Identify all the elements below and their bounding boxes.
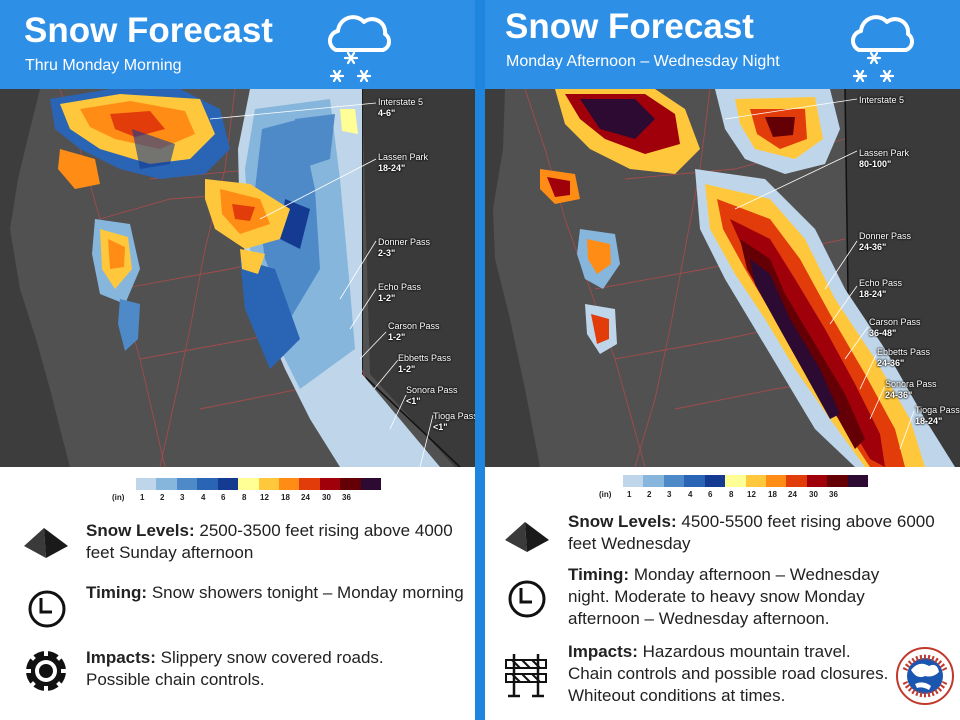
snow-levels-label: Snow Levels: — [86, 521, 195, 540]
legend-tick: 6 — [221, 493, 226, 502]
legend-tick: 6 — [708, 490, 713, 499]
legend-tick: 18 — [281, 493, 290, 502]
right-impacts: Impacts: Hazardous mountain travel. Chai… — [568, 641, 898, 707]
right-legend-ticks: (in) 1 2 3 4 6 8 12 18 24 30 36 — [595, 490, 875, 504]
clock-icon — [28, 590, 66, 628]
mountain-pyramid-icon — [24, 528, 68, 558]
left-subtitle: Thru Monday Morning — [25, 57, 182, 74]
left-snow-map[interactable]: Interstate 5 4-6" Lassen Park 18-24" Donne… — [0, 89, 475, 467]
right-legend-color-bar — [623, 475, 869, 487]
left-map-graphic — [0, 89, 475, 467]
legend-tick: 30 — [809, 490, 818, 499]
right-title: Snow Forecast — [505, 7, 754, 46]
legend-tick: 24 — [301, 493, 310, 502]
legend-tick: 1 — [627, 490, 632, 499]
snow-levels-text: 2500-3500 feet rising above 4000 feet Su… — [86, 521, 453, 562]
legend-tick: 3 — [180, 493, 185, 502]
legend-tick: 3 — [667, 490, 672, 499]
label-sonora-pass: Sonora Pass 24-36" — [885, 379, 937, 400]
right-snow-map[interactable]: Interstate 5 Lassen Park 80-100" Donner P… — [485, 89, 960, 467]
snow-levels-text: 4500-5500 feet rising above 6000 feet We… — [568, 512, 935, 553]
timing-text: Snow showers tonight – Monday morning — [151, 583, 464, 602]
timing-label: Timing: — [86, 583, 148, 602]
right-snow-levels: Snow Levels: 4500-5500 feet rising above… — [568, 511, 948, 555]
right-map-graphic — [485, 89, 960, 467]
road-barrier-icon — [505, 654, 547, 698]
snow-cloud-icon — [327, 15, 391, 82]
impacts-label: Impacts: — [568, 642, 638, 661]
left-legend-color-bar — [136, 478, 382, 490]
left-title: Snow Forecast — [24, 11, 273, 50]
label-interstate-5: Interstate 5 4-6" — [378, 97, 424, 118]
legend-tick: 24 — [788, 490, 797, 499]
label-tioga-pass: Tioga Pass 18-24" — [915, 405, 960, 426]
impacts-text: Slippery snow covered roads. Possible ch… — [86, 648, 384, 689]
left-snow-legend: (in) 1 2 3 4 6 8 12 18 24 30 36 — [108, 478, 383, 512]
timing-text: Monday afternoon – Wednesday night. Mode… — [568, 565, 880, 628]
label-donner-pass: Donner Pass 2-3" — [378, 237, 431, 258]
label-tioga-pass: Tioga Pass <1" — [433, 411, 475, 432]
legend-tick: 4 — [688, 490, 693, 499]
right-subtitle: Monday Afternoon – Wednesday Night — [506, 53, 780, 70]
tire-chain-icon — [26, 651, 66, 691]
legend-tick: 1 — [140, 493, 145, 502]
left-impacts: Impacts: Slippery snow covered roads. Po… — [86, 647, 386, 691]
label-echo-pass: Echo Pass 1-2" — [378, 282, 422, 303]
right-forecast-panel: Snow Forecast Monday Afternoon – Wednesd… — [485, 0, 960, 720]
left-timing: Timing: Snow showers tonight – Monday mo… — [86, 582, 466, 604]
left-legend-ticks: (in) 1 2 3 4 6 8 12 18 24 30 36 — [108, 493, 388, 507]
left-header: Snow Forecast Thru Monday Morning — [0, 0, 475, 89]
right-header: Snow Forecast Monday Afternoon – Wednesd… — [485, 0, 960, 89]
label-lassen-park: Lassen Park 18-24" — [378, 152, 429, 173]
legend-tick: 12 — [260, 493, 269, 502]
clock-icon — [508, 580, 546, 618]
panel-divider — [475, 0, 485, 720]
snow-cloud-icon — [850, 15, 914, 82]
label-interstate-5: Interstate 5 — [859, 95, 905, 105]
label-ebbetts-pass: Ebbetts Pass 1-2" — [398, 353, 452, 374]
legend-unit: (in) — [599, 490, 612, 499]
timing-label: Timing: — [568, 565, 630, 584]
impacts-text: Hazardous mountain travel. Chain control… — [568, 642, 889, 705]
legend-tick: 36 — [829, 490, 838, 499]
legend-tick: 4 — [201, 493, 206, 502]
legend-tick: 2 — [647, 490, 652, 499]
label-lassen-park: Lassen Park 80-100" — [859, 148, 910, 169]
right-timing: Timing: Monday afternoon – Wednesday nig… — [568, 564, 918, 630]
left-snow-levels: Snow Levels: 2500-3500 feet rising above… — [86, 520, 466, 564]
nws-logo — [896, 647, 954, 705]
label-sonora-pass: Sonora Pass <1" — [406, 385, 458, 406]
snow-levels-label: Snow Levels: — [568, 512, 677, 531]
legend-tick: 30 — [322, 493, 331, 502]
label-donner-pass: Donner Pass 24-36" — [859, 231, 912, 252]
mountain-pyramid-icon — [505, 522, 549, 552]
label-ebbetts-pass: Ebbetts Pass 24-36" — [877, 347, 931, 368]
label-echo-pass: Echo Pass 18-24" — [859, 278, 903, 299]
legend-tick: 12 — [747, 490, 756, 499]
right-snow-legend: (in) 1 2 3 4 6 8 12 18 24 30 36 — [595, 475, 870, 509]
legend-tick: 8 — [242, 493, 247, 502]
legend-unit: (in) — [112, 493, 125, 502]
label-carson-pass: Carson Pass 1-2" — [388, 321, 440, 342]
legend-tick: 36 — [342, 493, 351, 502]
label-carson-pass: Carson Pass 36-48" — [869, 317, 921, 338]
legend-tick: 8 — [729, 490, 734, 499]
legend-tick: 18 — [768, 490, 777, 499]
impacts-label: Impacts: — [86, 648, 156, 667]
left-forecast-panel: Snow Forecast Thru Monday Morning — [0, 0, 475, 720]
legend-tick: 2 — [160, 493, 165, 502]
